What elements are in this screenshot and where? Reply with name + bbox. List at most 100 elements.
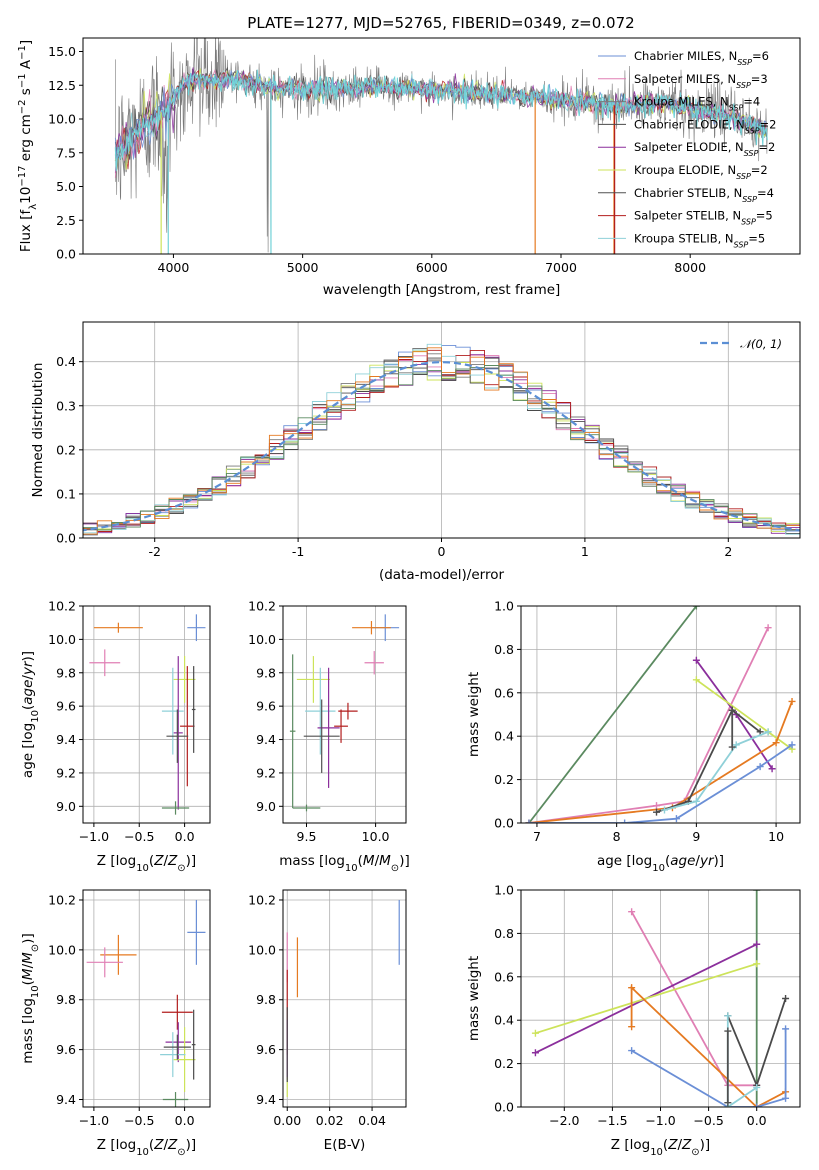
massweight_vs_age-panel: 7 8 9 10 0.0 0.2 0.4 0.6 0.8 1.0 age [log10(age/yr… — [466, 599, 801, 874]
y-tick-label: 10.2 — [248, 599, 276, 614]
x-tick-label: −1.0 — [79, 1113, 109, 1128]
x-axis-label: (data-model)/error — [379, 567, 505, 583]
y-tick-label: 0.2 — [494, 772, 514, 787]
legend-label: Chabrier MILES, NSSP=6 — [634, 49, 769, 67]
x-tick-label: 4000 — [158, 260, 190, 275]
series-marker — [753, 1083, 761, 1091]
age_vs_mass-plot-area — [289, 614, 400, 812]
series-marker — [724, 1099, 732, 1107]
x-axis-label: wavelength [Angstrom, rest frame] — [323, 282, 561, 298]
legend-label: Chabrier ELODIE, NSSP=2 — [634, 117, 776, 135]
series-marker — [628, 908, 636, 916]
y-tick-label: 0.4 — [494, 729, 514, 744]
x-tick-label: 7000 — [545, 260, 577, 275]
x-tick-label: 2 — [724, 544, 732, 559]
series-marker — [782, 1025, 790, 1033]
y-tick-label: 10.2 — [248, 892, 276, 907]
y-tick-label: 9.4 — [256, 1092, 276, 1107]
x-tick-label: -1 — [292, 544, 304, 559]
series-marker — [728, 706, 736, 714]
mass_vs_ebv-panel: 0.00 0.02 0.04 9.4 9.6 9.8 10.0 10.2 E(B-V) — [248, 889, 407, 1153]
series-marker — [531, 1029, 539, 1037]
x-axis-label: Z [log10(Z/Z⊙)] — [611, 1137, 710, 1158]
y-tick-label: 9.6 — [256, 699, 276, 714]
y-tick-label: 10.0 — [48, 112, 76, 127]
x-tick-label: −0.5 — [693, 1113, 723, 1128]
y-tick-label: 9.2 — [56, 765, 76, 780]
y-axis-label: age [log10(age/yr)] — [20, 651, 41, 778]
series-marker — [621, 819, 629, 823]
y-tick-label: 0.0 — [56, 531, 76, 546]
series-marker — [764, 624, 772, 632]
legend-label: 𝒩(0, 1) — [740, 337, 782, 351]
y-tick-label: 9.0 — [56, 799, 76, 814]
x-tick-label: 10.0 — [362, 829, 390, 844]
x-tick-label: 0.04 — [358, 1113, 386, 1128]
mass_vs_ebv-plot-area — [286, 899, 400, 1098]
y-tick-label: 9.0 — [256, 799, 276, 814]
y-tick-label: 0.0 — [494, 816, 514, 831]
x-axis-label: Z [log10(Z/Z⊙)] — [97, 1137, 196, 1158]
series-marker — [724, 1012, 732, 1020]
x-tick-label: −1.0 — [645, 1113, 675, 1128]
age_vs_Z-plot-area — [89, 614, 206, 815]
series-marker — [753, 960, 761, 968]
series-marker — [628, 1047, 636, 1055]
series-marker — [531, 1049, 539, 1057]
y-tick-label: 10.0 — [248, 942, 276, 957]
series-marker — [768, 765, 776, 773]
spectrum-panel: 4000 5000 6000 7000 8000 0.0 2.5 5.0 7.5 10.0 12.5… — [17, 37, 801, 298]
series-line — [631, 1028, 787, 1107]
x-tick-label: 10 — [768, 829, 784, 844]
y-axis-label: mass weight — [466, 672, 482, 757]
axes-frame — [82, 605, 211, 824]
legend-label: Chabrier STELIB, NSSP=4 — [634, 186, 774, 204]
y-tick-label: 0.6 — [494, 969, 514, 984]
series-line — [528, 606, 698, 823]
y-tick-label: 1.0 — [494, 599, 514, 614]
axes-frame — [82, 321, 801, 539]
series-line — [630, 985, 787, 1107]
y-tick-label: 9.6 — [56, 1042, 76, 1057]
y-tick-label: 9.4 — [256, 732, 276, 747]
y-tick-label: 9.4 — [56, 732, 76, 747]
series-marker — [692, 606, 700, 610]
x-axis-label: age [log10(age/yr)] — [597, 853, 724, 874]
y-tick-label: 10.2 — [48, 599, 76, 614]
axes-frame — [520, 889, 801, 1108]
series-marker — [788, 697, 796, 705]
x-tick-label: 0 — [438, 544, 446, 559]
y-tick-label: 0.0 — [56, 247, 76, 262]
x-tick-label: 5000 — [287, 260, 319, 275]
series-marker — [653, 808, 661, 816]
x-axis-label: E(B-V) — [324, 1137, 366, 1153]
axes-frame — [282, 605, 407, 824]
series-marker — [753, 890, 761, 894]
y-tick-label: 9.8 — [56, 665, 76, 680]
age_vs_mass-panel: 9.5 10.0 9.0 9.2 9.4 9.6 9.8 10.0 10.2 mass [log1… — [248, 599, 410, 874]
y-tick-label: 0.4 — [56, 354, 76, 369]
y-tick-label: 9.4 — [56, 1092, 76, 1107]
x-tick-label: 0.0 — [747, 1113, 767, 1128]
x-tick-label: 0.02 — [316, 1113, 344, 1128]
series-marker — [724, 1027, 732, 1035]
series-marker — [628, 984, 636, 992]
x-tick-label: 1 — [581, 544, 589, 559]
series-line — [630, 911, 757, 1087]
series-marker — [692, 676, 700, 684]
y-tick-label: 0.0 — [494, 1100, 514, 1115]
x-tick-label: 0.00 — [273, 1113, 301, 1128]
massweight_vs_Z-panel: −2.0 −1.5 −1.0 −0.5 0.0 0.0 0.2 0.4 0.6 0.8 1.0 Z [… — [466, 883, 801, 1158]
y-tick-label: 9.8 — [256, 992, 276, 1007]
y-axis-label: Normed distribution — [30, 363, 46, 498]
series-marker — [628, 1023, 636, 1031]
massweight_vs_Z-plot-area — [531, 890, 790, 1107]
axes-frame — [520, 605, 801, 824]
y-tick-label: 0.2 — [494, 1056, 514, 1071]
mass_vs_Z-panel: −1.0 −0.5 0.0 9.4 9.6 9.8 10.0 10.2 Z [log10(Z/Z… — [20, 889, 211, 1158]
series-marker — [692, 797, 700, 805]
residuals-panel: -2 -1 0 1 2 0.0 0.1 0.2 0.3 0.4 𝒩(0, 1) (data-model… — [30, 321, 801, 583]
x-tick-label: −0.5 — [124, 1113, 154, 1128]
x-tick-label: 8 — [613, 829, 621, 844]
